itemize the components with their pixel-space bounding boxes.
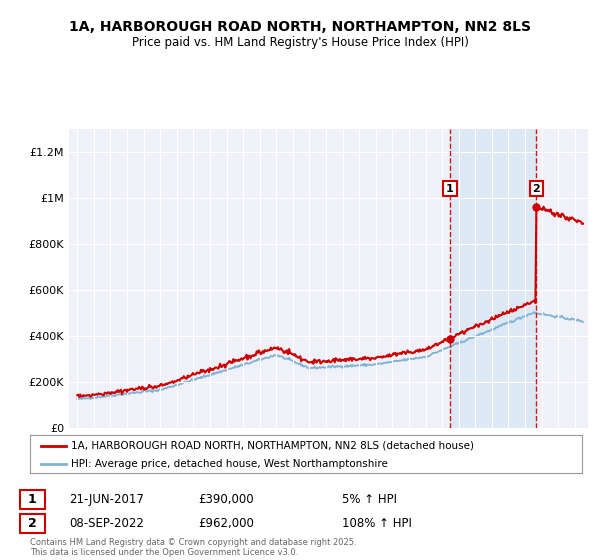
Text: £962,000: £962,000 — [198, 517, 254, 530]
Text: Contains HM Land Registry data © Crown copyright and database right 2025.
This d: Contains HM Land Registry data © Crown c… — [30, 538, 356, 557]
Text: 08-SEP-2022: 08-SEP-2022 — [69, 517, 144, 530]
Text: 2: 2 — [28, 517, 37, 530]
Text: 1: 1 — [28, 493, 37, 506]
Text: HPI: Average price, detached house, West Northamptonshire: HPI: Average price, detached house, West… — [71, 459, 388, 469]
Text: 5% ↑ HPI: 5% ↑ HPI — [342, 493, 397, 506]
Text: 108% ↑ HPI: 108% ↑ HPI — [342, 517, 412, 530]
Bar — [450, 129, 536, 428]
Text: 1A, HARBOROUGH ROAD NORTH, NORTHAMPTON, NN2 8LS (detached house): 1A, HARBOROUGH ROAD NORTH, NORTHAMPTON, … — [71, 441, 475, 451]
Text: 1A, HARBOROUGH ROAD NORTH, NORTHAMPTON, NN2 8LS: 1A, HARBOROUGH ROAD NORTH, NORTHAMPTON, … — [69, 20, 531, 34]
Text: 2: 2 — [532, 184, 540, 194]
Text: 21-JUN-2017: 21-JUN-2017 — [69, 493, 144, 506]
Text: Price paid vs. HM Land Registry's House Price Index (HPI): Price paid vs. HM Land Registry's House … — [131, 36, 469, 49]
Text: 1: 1 — [446, 184, 454, 194]
Text: £390,000: £390,000 — [198, 493, 254, 506]
